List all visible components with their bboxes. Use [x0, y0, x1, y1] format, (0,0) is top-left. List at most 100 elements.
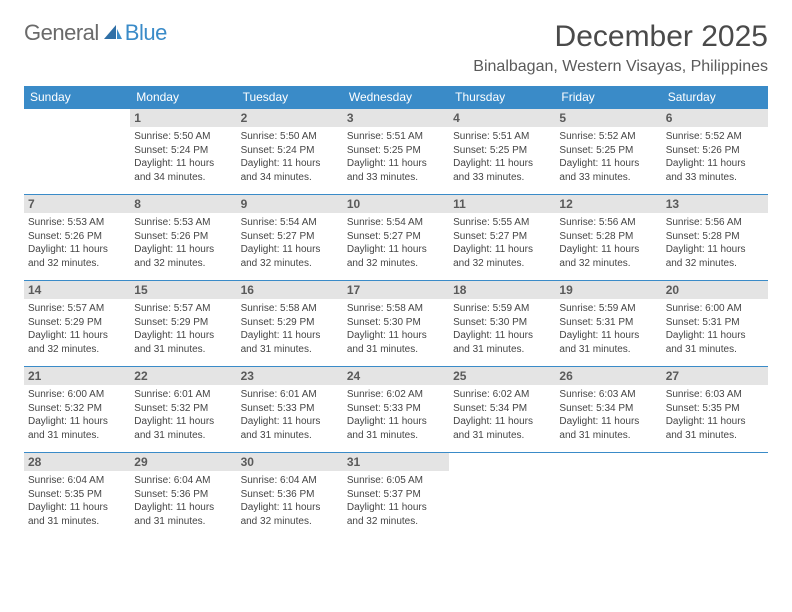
day-details: Sunrise: 5:52 AMSunset: 5:25 PMDaylight:… [559, 130, 657, 184]
sunset-label: Sunset: [666, 231, 703, 242]
sunset-label: Sunset: [134, 489, 171, 500]
daylight-label: Daylight: [666, 158, 708, 169]
daylight-label: Daylight: [134, 502, 176, 513]
day-number: 9 [237, 195, 343, 213]
sunset-line: Sunset: 5:24 PM [241, 144, 339, 158]
sunset-line: Sunset: 5:27 PM [241, 230, 339, 244]
daylight-label: Daylight: [453, 330, 495, 341]
day-details: Sunrise: 5:53 AMSunset: 5:26 PMDaylight:… [28, 216, 126, 270]
sunrise-label: Sunrise: [28, 475, 67, 486]
sunset-line: Sunset: 5:35 PM [28, 488, 126, 502]
calendar-day-cell: . [662, 453, 768, 539]
sunset-label: Sunset: [134, 317, 171, 328]
sunset-value: 5:34 PM [596, 403, 633, 414]
sunrise-value: 5:50 AM [280, 131, 317, 142]
day-number: 15 [130, 281, 236, 299]
daylight-line: Daylight: 11 hours and 34 minutes. [241, 157, 339, 184]
sunset-label: Sunset: [241, 403, 278, 414]
sunrise-label: Sunrise: [666, 389, 705, 400]
sunrise-value: 5:56 AM [705, 217, 742, 228]
sunset-label: Sunset: [241, 145, 278, 156]
sunset-label: Sunset: [347, 489, 384, 500]
daylight-line: Daylight: 11 hours and 32 minutes. [453, 243, 551, 270]
calendar-day-cell: . [449, 453, 555, 539]
sunrise-line: Sunrise: 5:53 AM [28, 216, 126, 230]
daylight-line: Daylight: 11 hours and 31 minutes. [28, 415, 126, 442]
daylight-label: Daylight: [134, 416, 176, 427]
sunset-value: 5:33 PM [277, 403, 314, 414]
day-number: 5 [555, 109, 661, 127]
sunrise-value: 6:03 AM [599, 389, 636, 400]
calendar-day-cell: 18Sunrise: 5:59 AMSunset: 5:30 PMDayligh… [449, 281, 555, 367]
sunset-label: Sunset: [453, 317, 490, 328]
daylight-line: Daylight: 11 hours and 32 minutes. [241, 243, 339, 270]
sunrise-label: Sunrise: [666, 217, 705, 228]
daylight-line: Daylight: 11 hours and 34 minutes. [134, 157, 232, 184]
sunrise-label: Sunrise: [241, 475, 280, 486]
daylight-line: Daylight: 11 hours and 33 minutes. [559, 157, 657, 184]
sunrise-line: Sunrise: 5:57 AM [134, 302, 232, 316]
logo-sail-icon [103, 24, 123, 42]
daylight-line: Daylight: 11 hours and 32 minutes. [347, 243, 445, 270]
sunrise-value: 5:59 AM [599, 303, 636, 314]
daylight-line: Daylight: 11 hours and 33 minutes. [453, 157, 551, 184]
day-number: 7 [24, 195, 130, 213]
day-details: Sunrise: 5:56 AMSunset: 5:28 PMDaylight:… [666, 216, 764, 270]
daylight-label: Daylight: [453, 416, 495, 427]
calendar-week-row: 14Sunrise: 5:57 AMSunset: 5:29 PMDayligh… [24, 281, 768, 367]
sunset-line: Sunset: 5:29 PM [28, 316, 126, 330]
weekday-header: Thursday [449, 86, 555, 109]
sunset-label: Sunset: [241, 317, 278, 328]
daylight-label: Daylight: [347, 330, 389, 341]
daylight-line: Daylight: 11 hours and 31 minutes. [28, 501, 126, 528]
sunset-line: Sunset: 5:24 PM [134, 144, 232, 158]
sunset-line: Sunset: 5:28 PM [666, 230, 764, 244]
sunrise-label: Sunrise: [559, 389, 598, 400]
daylight-label: Daylight: [134, 330, 176, 341]
sunrise-line: Sunrise: 5:59 AM [453, 302, 551, 316]
calendar-table: SundayMondayTuesdayWednesdayThursdayFrid… [24, 86, 768, 539]
sunrise-label: Sunrise: [241, 389, 280, 400]
sunrise-line: Sunrise: 5:54 AM [241, 216, 339, 230]
sunrise-line: Sunrise: 5:59 AM [559, 302, 657, 316]
sunset-value: 5:33 PM [384, 403, 421, 414]
sunrise-value: 5:53 AM [174, 217, 211, 228]
sunset-label: Sunset: [559, 403, 596, 414]
logo-word-2: Blue [125, 20, 167, 46]
sunrise-label: Sunrise: [28, 217, 67, 228]
sunrise-line: Sunrise: 5:54 AM [347, 216, 445, 230]
month-title: December 2025 [473, 20, 768, 54]
calendar-day-cell: 15Sunrise: 5:57 AMSunset: 5:29 PMDayligh… [130, 281, 236, 367]
sunrise-value: 6:04 AM [67, 475, 104, 486]
weekday-header: Saturday [662, 86, 768, 109]
daylight-label: Daylight: [347, 416, 389, 427]
sunrise-label: Sunrise: [28, 389, 67, 400]
calendar-day-cell: 25Sunrise: 6:02 AMSunset: 5:34 PMDayligh… [449, 367, 555, 453]
sunset-value: 5:37 PM [384, 489, 421, 500]
sunrise-line: Sunrise: 6:00 AM [28, 388, 126, 402]
calendar-day-cell: 2Sunrise: 5:50 AMSunset: 5:24 PMDaylight… [237, 109, 343, 195]
sunset-line: Sunset: 5:25 PM [453, 144, 551, 158]
calendar-day-cell: 13Sunrise: 5:56 AMSunset: 5:28 PMDayligh… [662, 195, 768, 281]
sunrise-label: Sunrise: [453, 389, 492, 400]
sunrise-label: Sunrise: [241, 217, 280, 228]
sunset-label: Sunset: [241, 489, 278, 500]
sunset-label: Sunset: [28, 231, 65, 242]
calendar-day-cell: . [555, 453, 661, 539]
calendar-day-cell: 21Sunrise: 6:00 AMSunset: 5:32 PMDayligh… [24, 367, 130, 453]
sunrise-value: 6:04 AM [174, 475, 211, 486]
day-details: Sunrise: 5:50 AMSunset: 5:24 PMDaylight:… [241, 130, 339, 184]
day-number: 27 [662, 367, 768, 385]
sunrise-value: 5:59 AM [493, 303, 530, 314]
daylight-line: Daylight: 11 hours and 31 minutes. [453, 415, 551, 442]
daylight-line: Daylight: 11 hours and 33 minutes. [666, 157, 764, 184]
daylight-line: Daylight: 11 hours and 31 minutes. [666, 415, 764, 442]
sunset-value: 5:36 PM [171, 489, 208, 500]
sunrise-value: 6:05 AM [386, 475, 423, 486]
sunset-line: Sunset: 5:33 PM [241, 402, 339, 416]
daylight-line: Daylight: 11 hours and 31 minutes. [453, 329, 551, 356]
daylight-label: Daylight: [453, 244, 495, 255]
day-number: 10 [343, 195, 449, 213]
daylight-line: Daylight: 11 hours and 32 minutes. [241, 501, 339, 528]
sunset-line: Sunset: 5:25 PM [559, 144, 657, 158]
